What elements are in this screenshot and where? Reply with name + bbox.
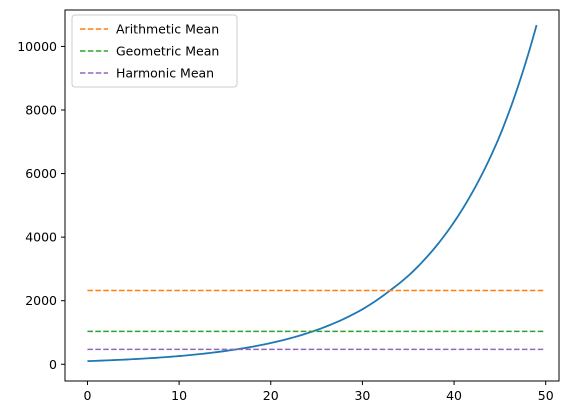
legend-label-arithmetic-mean: Arithmetic Mean bbox=[116, 22, 219, 37]
x-axis: 0 10 20 30 40 50 bbox=[83, 381, 554, 403]
y-tick-label: 10000 bbox=[17, 39, 57, 54]
y-tick-label: 4000 bbox=[25, 230, 57, 245]
legend-label-harmonic-mean: Harmonic Mean bbox=[116, 66, 214, 81]
y-tick-label: 0 bbox=[49, 357, 57, 372]
legend-label-geometric-mean: Geometric Mean bbox=[116, 44, 219, 59]
y-axis: 0 2000 4000 6000 8000 10000 bbox=[17, 39, 65, 372]
y-tick-label: 2000 bbox=[25, 293, 57, 308]
x-tick-label: 40 bbox=[446, 388, 462, 403]
axes-frame bbox=[64, 9, 560, 382]
legend-box bbox=[71, 14, 238, 88]
x-tick-label: 10 bbox=[171, 388, 187, 403]
legend: Arithmetic Mean Geometric Mean Harmonic Me… bbox=[71, 14, 238, 88]
x-tick-label: 30 bbox=[354, 388, 370, 403]
x-tick-label: 20 bbox=[263, 388, 279, 403]
series-line bbox=[87, 24, 538, 362]
x-tick-label: 0 bbox=[83, 388, 91, 403]
y-tick-label: 8000 bbox=[25, 102, 57, 117]
x-tick-label: 50 bbox=[538, 388, 554, 403]
y-tick-label: 6000 bbox=[25, 166, 57, 181]
lines-layer bbox=[87, 24, 546, 362]
